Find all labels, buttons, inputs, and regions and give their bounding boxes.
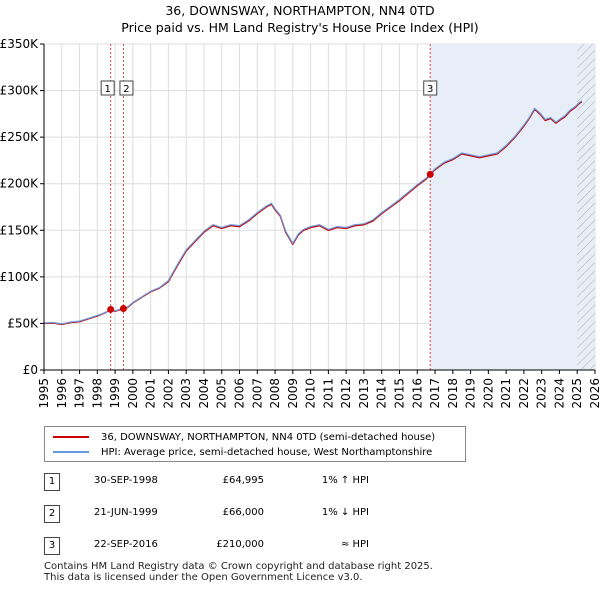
sale-price: £64,995 [222,475,264,486]
y-tick-label: £350K [0,37,39,51]
footer: Contains HM Land Registry data © Crown c… [44,561,433,583]
x-tick-label: 2012 [339,378,353,409]
sale-number-badge: 2 [44,505,60,523]
x-tick-label: 2009 [286,378,300,409]
sale-number-box [119,80,134,96]
x-tick-label: 1999 [108,378,122,409]
sale-date: 30-SEP-1998 [94,475,158,486]
x-tick-label: 2016 [410,378,424,409]
sale-hpi-comparison: ≈ HPI [340,539,369,550]
y-tick-label: £250K [0,130,39,144]
y-tick-label: £0 [23,363,38,377]
x-tick-label: 2005 [215,378,229,409]
sale-number-box [100,80,115,96]
legend: 36, DOWNSWAY, NORTHAMPTON, NN4 0TD (semi… [44,426,466,462]
footer-copyright: Contains HM Land Registry data © Crown c… [44,561,433,572]
y-tick-label: £300K [0,84,39,98]
x-tick-label: 2011 [321,378,335,409]
x-tick-label: 2010 [304,378,318,409]
sale-number-text: 3 [427,84,433,95]
forecast-hatched-region [577,44,595,370]
legend-label-hpi: HPI: Average price, semi-detached house,… [101,446,433,458]
sale-point [119,305,127,313]
x-tick-label: 2001 [144,378,158,409]
x-tick-label: 2013 [357,378,371,409]
hpi-line [43,100,583,325]
x-tick-label: 2019 [464,378,478,409]
sale-number-text: 2 [123,84,129,95]
sale-date: 21-JUN-1999 [94,507,158,518]
legend-item-hpi: HPI: Average price, semi-detached house,… [53,445,432,459]
x-tick-label: 2006 [233,378,247,409]
sale-number-label: 1 [100,80,115,96]
x-tick-label: 1997 [73,378,87,409]
x-tick-label: 2026 [588,378,600,409]
y-tick-label: £50K [7,316,39,330]
sale-point [107,305,115,313]
sale-hpi-comparison: 1% ↓ HPI [321,507,369,518]
sale-number-text: 1 [104,84,110,95]
legend-item-property: 36, DOWNSWAY, NORTHAMPTON, NN4 0TD (semi… [53,430,435,444]
x-tick-label: 2015 [392,378,406,409]
x-tick-label: 1996 [55,378,69,409]
table-row: 1 30-SEP-1998 £64,995 1% ↑ HPI [44,473,464,491]
x-tick-label: 2025 [570,378,584,409]
sale-number-badge: 3 [44,537,60,555]
x-tick-label: 1995 [37,378,51,409]
table-row: 2 21-JUN-1999 £66,000 1% ↓ HPI [44,505,464,523]
sale-price: £66,000 [222,507,264,518]
chart-title-block: 36, DOWNSWAY, NORTHAMPTON, NN4 0TD Price… [0,2,600,36]
y-tick-label: £150K [0,223,39,237]
sale-number-box [423,80,438,96]
legend-label-property: 36, DOWNSWAY, NORTHAMPTON, NN4 0TD (semi… [101,431,436,443]
y-tick-label: £200K [0,177,39,191]
x-tick-label: 2007 [250,378,264,409]
legend-swatch-property [53,436,89,438]
footer-licence: This data is licensed under the Open Gov… [44,572,363,583]
x-tick-label: 2004 [197,378,211,409]
x-tick-label: 2022 [517,378,531,409]
sale-number-badge: 1 [44,473,60,491]
chart-subtitle: Price paid vs. HM Land Registry's House … [121,20,479,35]
x-tick-label: 2003 [179,378,193,409]
table-row: 3 22-SEP-2016 £210,000 ≈ HPI [44,537,464,555]
chart-title: 36, DOWNSWAY, NORTHAMPTON, NN4 0TD [165,3,435,18]
x-tick-label: 2002 [161,378,175,409]
sale-number-label: 3 [423,80,438,96]
x-tick-label: 1998 [90,378,104,409]
x-tick-label: 2020 [481,378,495,409]
sale-price: £210,000 [216,539,264,550]
legend-swatch-hpi [53,451,89,453]
sale-hpi-comparison: 1% ↑ HPI [321,475,369,486]
x-tick-label: 2024 [552,378,566,409]
sale-number-label: 2 [119,80,134,96]
sale-date: 22-SEP-2016 [94,539,158,550]
y-tick-label: £100K [0,270,39,284]
post-sale-shaded-region [430,44,595,370]
x-tick-label: 2008 [268,378,282,409]
x-tick-label: 2023 [535,378,549,409]
x-tick-label: 2021 [499,378,513,409]
price-chart: 1 2 3 £0 £50K £100K £150K £200K £250K £300K £350K… [0,37,600,409]
x-tick-label: 2014 [375,378,389,409]
x-tick-label: 2018 [446,378,460,409]
x-tick-label: 2000 [126,378,140,409]
x-tick-label: 2017 [428,378,442,409]
sale-point [426,170,434,178]
